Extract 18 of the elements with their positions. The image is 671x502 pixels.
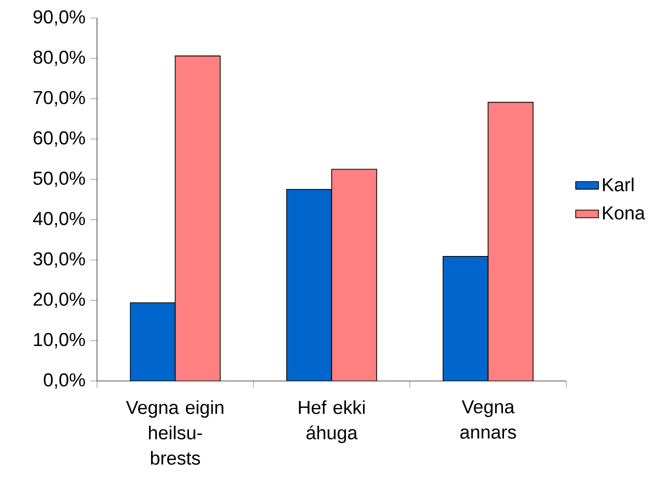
y-tick-label: 10,0% xyxy=(34,332,85,348)
y-tick-label: 70,0% xyxy=(34,90,85,106)
y-tick-label: 0,0% xyxy=(44,373,85,389)
x-tick-label: Hef ekki áhuga xyxy=(298,400,365,444)
y-tick-label: 60,0% xyxy=(34,131,85,147)
y-tick-label: 40,0% xyxy=(33,212,85,228)
y-tick-label: 90,0% xyxy=(34,10,85,26)
y-tick-label: 80,0% xyxy=(34,50,85,66)
bar xyxy=(286,189,332,381)
x-tick-label: Vegna eigin heilsu-brests xyxy=(126,400,224,465)
y-tick-label: 50,0% xyxy=(33,172,85,188)
x-tick-label: Vegna annars xyxy=(460,400,516,439)
y-tick-label: 30,0% xyxy=(33,252,85,268)
bar xyxy=(442,256,489,381)
legend-label: Karl xyxy=(603,178,634,192)
legend-label: Kona xyxy=(603,206,646,220)
y-tick-label: 20,0% xyxy=(34,292,85,308)
bar xyxy=(130,302,176,381)
